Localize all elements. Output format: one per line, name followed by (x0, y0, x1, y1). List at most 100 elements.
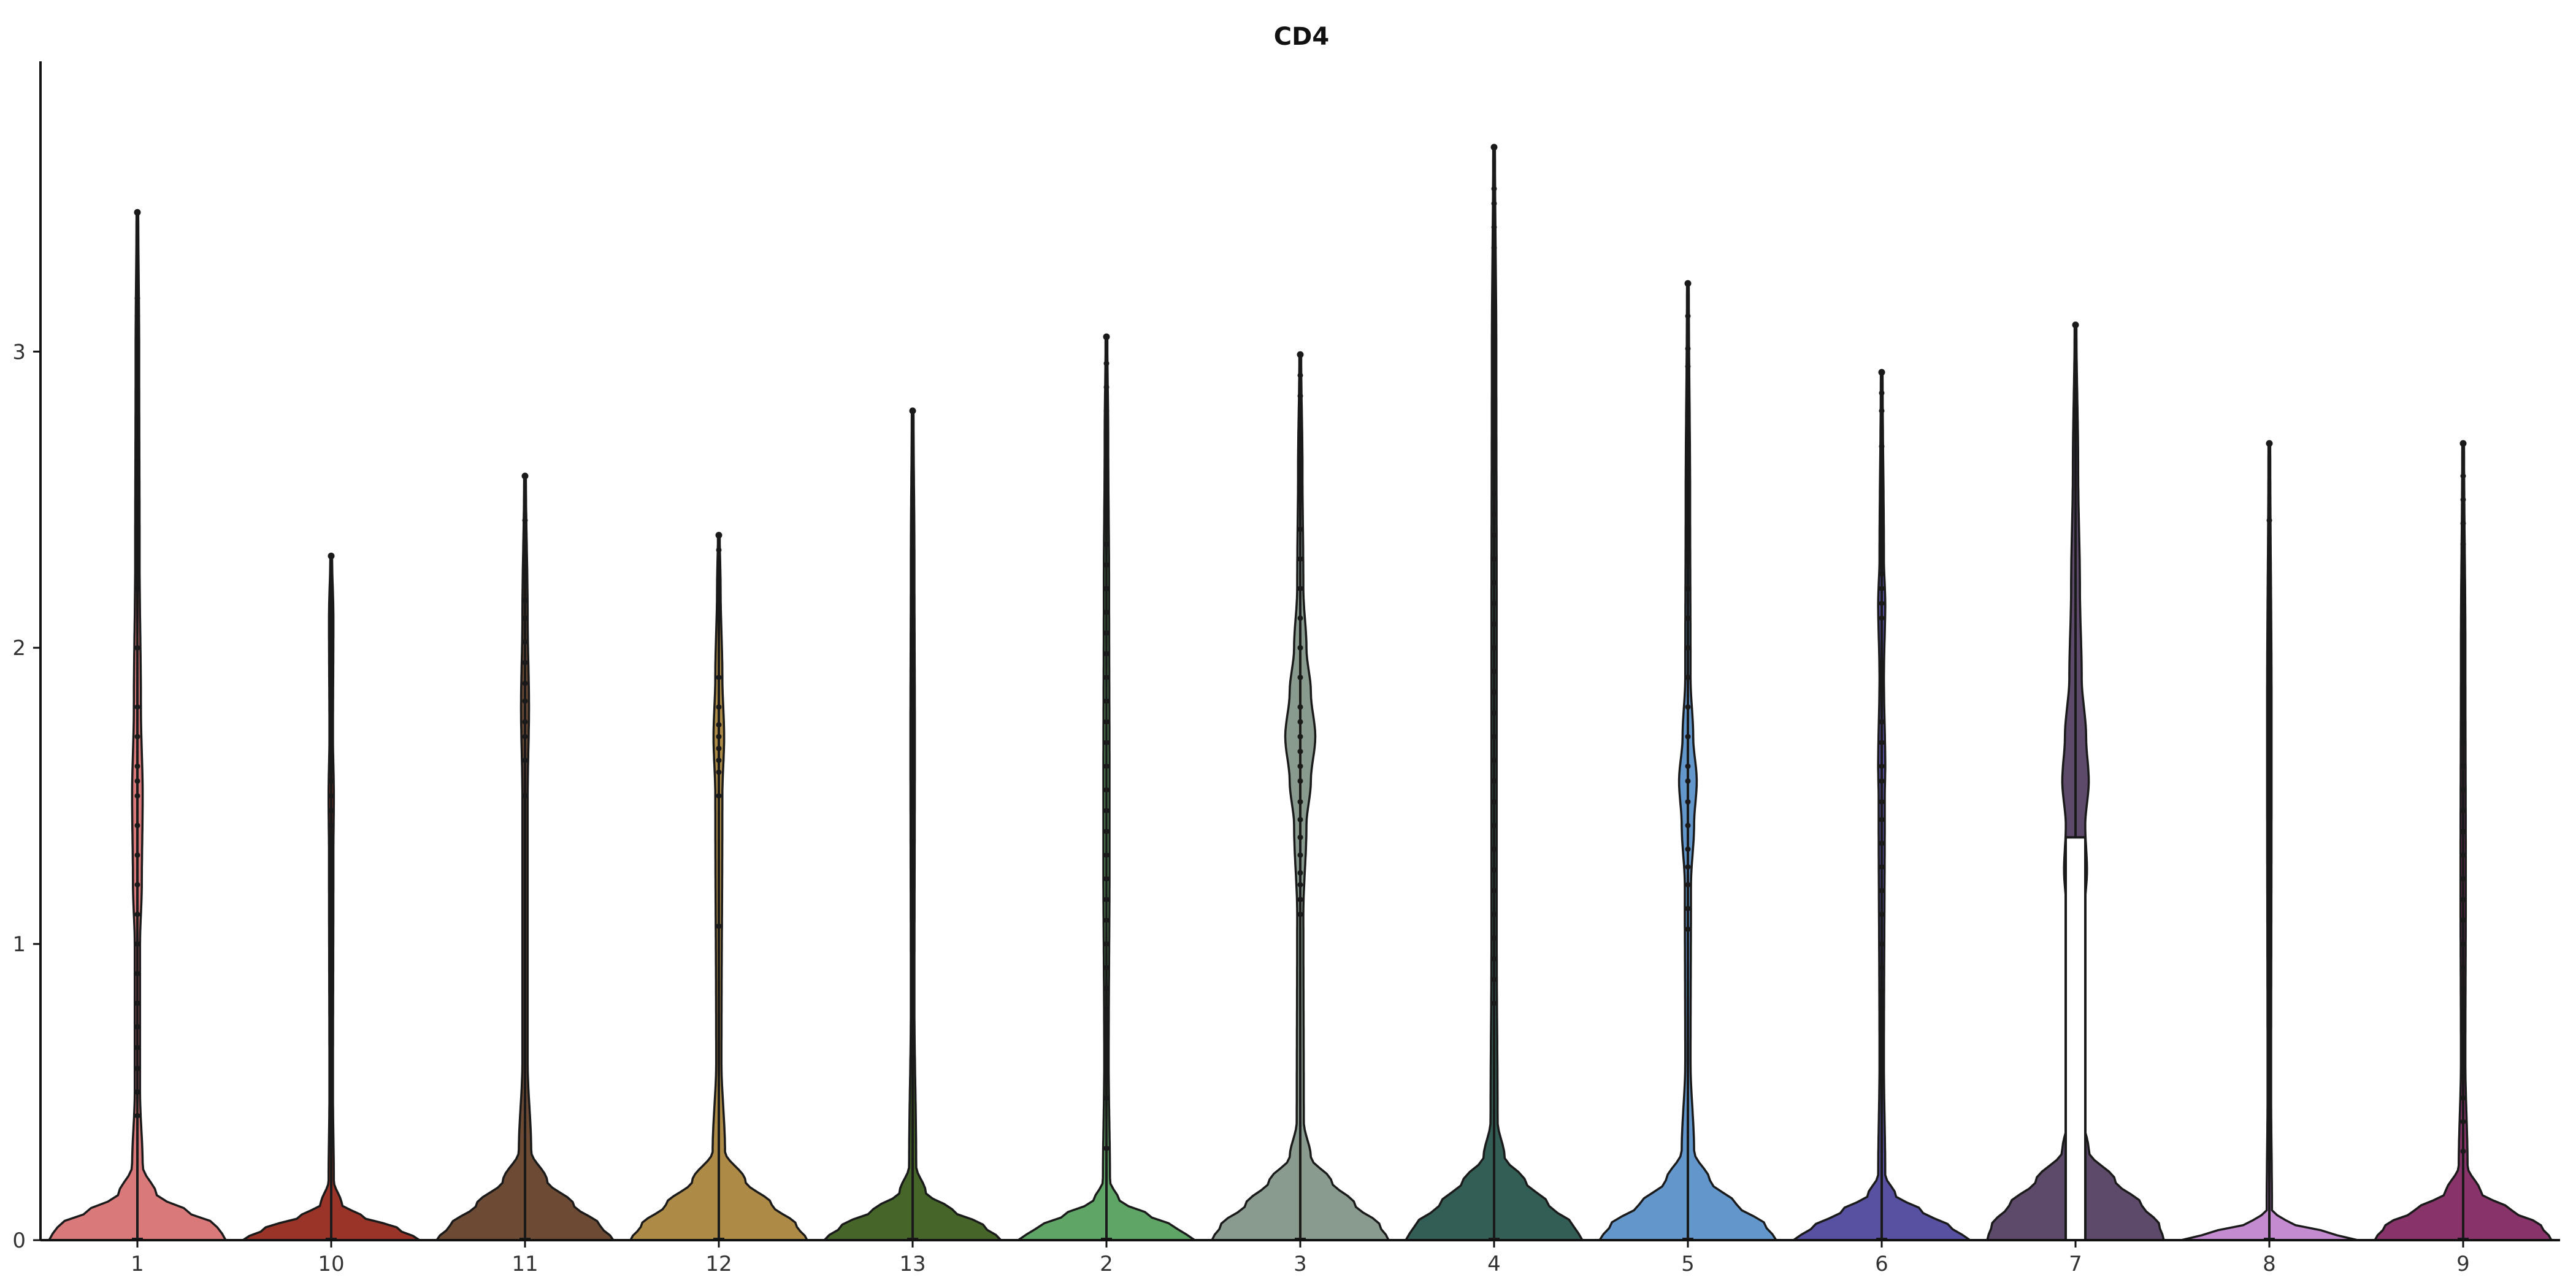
data-point-12-0 (716, 923, 722, 929)
data-point-1-20 (134, 497, 140, 503)
data-point-2-5 (1103, 1006, 1110, 1012)
data-point-3-4 (1297, 852, 1303, 858)
data-point-9-19 (2460, 719, 2466, 725)
max-point-1 (134, 209, 141, 216)
data-point-2-20 (1103, 674, 1110, 680)
data-point-11-3 (522, 719, 528, 725)
data-point-9-18 (2460, 740, 2466, 746)
data-point-12-2 (716, 769, 722, 775)
data-point-4-26 (1491, 423, 1497, 429)
data-point-9-27 (2460, 541, 2466, 547)
data-point-6-22 (1879, 570, 1885, 577)
data-point-6-23 (1879, 541, 1885, 547)
data-point-2-29 (1103, 473, 1110, 479)
data-point-1-8 (134, 911, 140, 918)
data-point-2-10 (1103, 897, 1110, 903)
data-point-6-6 (1879, 941, 1885, 947)
data-point-4-32 (1491, 289, 1497, 296)
data-point-5-4 (1685, 846, 1691, 853)
x-tick-label-11: 11 (512, 1252, 538, 1276)
data-point-3-15 (1297, 645, 1303, 651)
data-point-1-3 (134, 1045, 140, 1051)
x-tick-label-1: 1 (131, 1252, 144, 1276)
violin-5 (1597, 280, 1779, 1241)
data-point-1-22 (134, 437, 140, 443)
data-point-5-21 (1685, 363, 1691, 369)
data-point-3-1 (1297, 897, 1303, 903)
data-point-2-25 (1103, 562, 1110, 568)
data-point-4-21 (1491, 532, 1497, 539)
data-point-5-22 (1685, 345, 1691, 351)
max-point-8 (2266, 440, 2273, 447)
data-point-8-9 (2266, 659, 2272, 665)
data-point-11-10 (522, 568, 528, 574)
data-point-6-15 (1879, 740, 1885, 746)
data-point-12-9 (716, 586, 722, 592)
data-point-2-30 (1103, 449, 1110, 455)
data-point-5-20 (1685, 408, 1691, 414)
data-point-11-0 (522, 793, 528, 799)
data-point-11-1 (522, 757, 528, 764)
data-point-2-18 (1103, 719, 1110, 725)
data-point-1-27 (134, 313, 140, 319)
data-point-3-6 (1297, 816, 1303, 822)
data-point-9-5 (2460, 1030, 2466, 1036)
data-point-2-3 (1103, 1051, 1110, 1057)
data-point-9-1 (2460, 1119, 2466, 1125)
data-point-4-13 (1491, 710, 1497, 716)
data-point-11-4 (522, 698, 528, 704)
x-tick-label-7: 7 (2069, 1252, 2082, 1276)
data-point-4-18 (1491, 600, 1497, 607)
data-point-4-22 (1491, 512, 1497, 518)
data-point-9-0 (2460, 1148, 2466, 1154)
data-point-1-1 (134, 1089, 140, 1095)
data-point-6-7 (1879, 911, 1885, 918)
data-point-12-5 (716, 734, 722, 740)
data-point-4-6 (1491, 867, 1497, 873)
max-point-12 (715, 532, 723, 539)
data-point-6-20 (1879, 600, 1885, 607)
data-point-11-11 (522, 518, 528, 524)
data-point-9-21 (2460, 674, 2466, 680)
data-point-6-8 (1879, 887, 1885, 894)
violin-box-7 (2064, 836, 2087, 1241)
data-point-10-2 (328, 861, 334, 867)
violin-9 (2373, 440, 2553, 1241)
data-point-5-23 (1685, 313, 1691, 319)
data-point-6-11 (1879, 816, 1885, 822)
x-tick-label-9: 9 (2456, 1252, 2470, 1276)
data-point-9-10 (2460, 917, 2466, 923)
data-point-2-11 (1103, 876, 1110, 882)
data-point-12-6 (716, 722, 722, 728)
data-point-4-31 (1491, 313, 1497, 319)
x-tick-label-5: 5 (1681, 1252, 1695, 1276)
violin-series-group (47, 144, 2553, 1241)
data-point-9-20 (2460, 698, 2466, 704)
data-point-10-3 (328, 834, 334, 840)
violin-10 (239, 552, 423, 1241)
data-point-6-0 (1879, 1074, 1885, 1080)
data-point-3-19 (1297, 526, 1303, 532)
data-point-10-12 (328, 656, 334, 662)
data-point-10-16 (328, 600, 334, 607)
data-point-1-9 (134, 882, 140, 888)
data-point-5-18 (1685, 467, 1691, 473)
x-tick-label-12: 12 (705, 1252, 732, 1276)
x-axis: 1 10 11 12 13 2 3 4 5 6 7 8 9 (40, 1239, 2560, 1276)
violin-2 (1014, 333, 1198, 1241)
data-point-8-2 (2266, 763, 2272, 769)
x-tick-label-2: 2 (1100, 1252, 1113, 1276)
data-point-4-15 (1491, 669, 1497, 675)
data-point-4-20 (1491, 556, 1497, 562)
data-point-4-7 (1491, 846, 1497, 853)
data-point-5-3 (1685, 864, 1691, 870)
data-point-4-23 (1491, 491, 1497, 497)
data-point-1-14 (134, 763, 140, 769)
data-point-3-16 (1297, 615, 1303, 621)
data-point-4-0 (1491, 1000, 1497, 1006)
data-point-9-14 (2460, 829, 2466, 835)
data-point-12-10 (716, 547, 722, 553)
x-tick-label-13: 13 (899, 1252, 926, 1276)
data-point-2-24 (1103, 586, 1110, 592)
data-point-5-14 (1685, 586, 1691, 592)
